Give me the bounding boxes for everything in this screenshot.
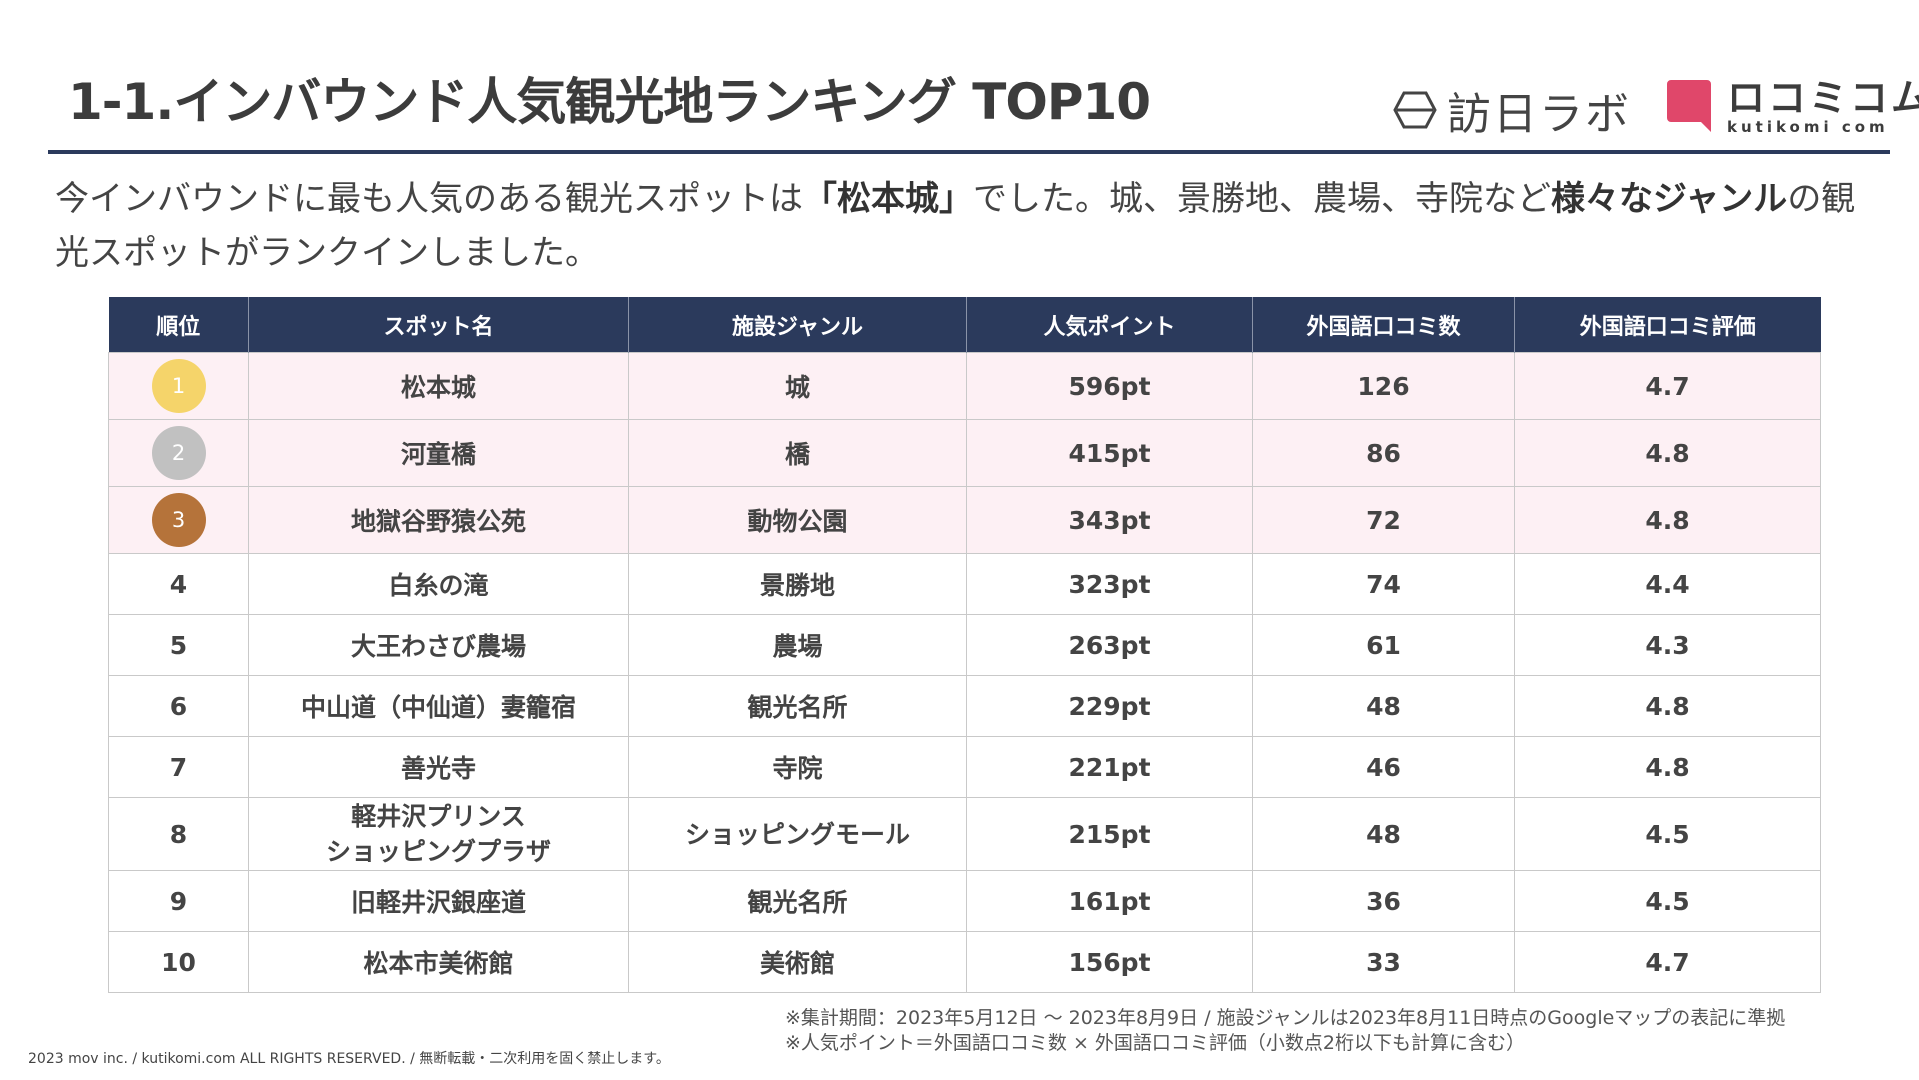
rating: 4.8 (1514, 486, 1821, 554)
rank: 4 (108, 553, 249, 615)
houjin-labo-logo: 訪日ラボ (1393, 78, 1631, 142)
review-count: 74 (1252, 553, 1515, 615)
review-count: 126 (1252, 352, 1515, 420)
header-rating: 外国語口コミ評価 (1514, 297, 1821, 353)
header-points: 人気ポイント (966, 297, 1253, 353)
table-row: 5 大王わさび農場 農場 263pt 61 4.3 (108, 614, 1821, 676)
points: 415pt (966, 419, 1253, 487)
table-row: 7 善光寺 寺院 221pt 46 4.8 (108, 736, 1821, 798)
points: 215pt (966, 797, 1253, 871)
intro-text: 今インバウンドに最も人気のある観光スポットは「松本城」でした。城、景勝地、農場、… (55, 172, 1885, 280)
rating: 4.7 (1514, 352, 1821, 420)
logo2-text: ロコミコム (1727, 76, 1919, 120)
rank: 10 (108, 931, 249, 993)
silver-medal-badge: 2 (151, 426, 206, 480)
title-divider (48, 150, 1890, 154)
genre: 橋 (628, 419, 967, 487)
spot-name: 大王わさび農場 (248, 614, 629, 676)
points: 323pt (966, 553, 1253, 615)
points: 221pt (966, 736, 1253, 798)
points: 229pt (966, 675, 1253, 737)
genre: 観光名所 (628, 870, 967, 932)
header-genre: 施設ジャンル (628, 297, 967, 353)
points: 263pt (966, 614, 1253, 676)
table-row: 2 河童橋 橋 415pt 86 4.8 (108, 419, 1821, 487)
spot-name: 中山道（中仙道）妻籠宿 (248, 675, 629, 737)
note-period: ※集計期間：2023年5月12日 〜 2023年8月9日 / 施設ジャンルは20… (785, 1007, 1786, 1029)
spot-name: 地獄谷野猿公苑 (248, 486, 629, 554)
header-reviews: 外国語口コミ数 (1252, 297, 1515, 353)
review-count: 36 (1252, 870, 1515, 932)
intro-part2: でした。城、景勝地、農場、寺院など (973, 179, 1551, 219)
header-rank: 順位 (108, 297, 249, 353)
points: 596pt (966, 352, 1253, 420)
hexagon-logo-icon (1393, 91, 1437, 129)
spot-name: 白糸の滝 (248, 553, 629, 615)
review-count: 46 (1252, 736, 1515, 798)
review-count: 48 (1252, 675, 1515, 737)
rating: 4.4 (1514, 553, 1821, 615)
review-count: 72 (1252, 486, 1515, 554)
table-row: 4 白糸の滝 景勝地 323pt 74 4.4 (108, 553, 1821, 615)
gold-medal-badge: 1 (151, 359, 206, 413)
rank: 7 (108, 736, 249, 798)
genre: ショッピングモール (628, 797, 967, 871)
rating: 4.8 (1514, 419, 1821, 487)
note-formula: ※人気ポイント＝外国語口コミ数 × 外国語口コミ評価（小数点2桁以下も計算に含む… (785, 1032, 1526, 1054)
genre: 城 (628, 352, 967, 420)
spot-name: 松本市美術館 (248, 931, 629, 993)
logo2-subtext: kutikomi com (1727, 118, 1889, 136)
spot-name: 松本城 (248, 352, 629, 420)
genre: 美術館 (628, 931, 967, 993)
logo1-text: 訪日ラボ (1447, 89, 1631, 140)
rating: 4.5 (1514, 797, 1821, 871)
spot-name: 善光寺 (248, 736, 629, 798)
rating: 4.5 (1514, 870, 1821, 932)
spot-name: 旧軽井沢銀座道 (248, 870, 629, 932)
spot-name-line2: ショッピングプラザ (325, 837, 551, 866)
table-row: 9 旧軽井沢銀座道 観光名所 161pt 36 4.5 (108, 870, 1821, 932)
table-row: 6 中山道（中仙道）妻籠宿 観光名所 229pt 48 4.8 (108, 675, 1821, 737)
table-row: 8 軽井沢プリンス ショッピングプラザ ショッピングモール 215pt 48 4… (108, 797, 1821, 871)
review-count: 33 (1252, 931, 1515, 993)
points: 156pt (966, 931, 1253, 993)
speech-bubble-logo-icon (1667, 80, 1711, 132)
rating: 4.7 (1514, 931, 1821, 993)
rating: 4.8 (1514, 675, 1821, 737)
intro-part3: の観光スポットがランクインしました。 (55, 179, 1856, 273)
review-count: 86 (1252, 419, 1515, 487)
rank: 9 (108, 870, 249, 932)
ranking-table: 順位 スポット名 施設ジャンル 人気ポイント 外国語口コミ数 外国語口コミ評価 … (108, 297, 1821, 993)
intro-highlight-matsumoto: 「松本城」 (803, 179, 973, 219)
table-header-row: 順位 スポット名 施設ジャンル 人気ポイント 外国語口コミ数 外国語口コミ評価 (108, 297, 1821, 353)
genre: 寺院 (628, 736, 967, 798)
copyright-footer: 2023 mov inc. / kutikomi.com ALL RIGHTS … (28, 1051, 670, 1067)
bronze-medal-badge: 3 (151, 493, 206, 547)
rank: 6 (108, 675, 249, 737)
intro-part1: 今インバウンドに最も人気のある観光スポットは (55, 179, 803, 219)
review-count: 48 (1252, 797, 1515, 871)
table-row: 3 地獄谷野猿公苑 動物公園 343pt 72 4.8 (108, 486, 1821, 554)
genre: 農場 (628, 614, 967, 676)
spot-name-line1: 軽井沢プリンス (351, 802, 526, 831)
genre: 景勝地 (628, 553, 967, 615)
points: 161pt (966, 870, 1253, 932)
genre: 動物公園 (628, 486, 967, 554)
rating: 4.3 (1514, 614, 1821, 676)
spot-name: 河童橋 (248, 419, 629, 487)
rank: 5 (108, 614, 249, 676)
points: 343pt (966, 486, 1253, 554)
rating: 4.8 (1514, 736, 1821, 798)
review-count: 61 (1252, 614, 1515, 676)
page-title: 1-1.インバウンド人気観光地ランキング TOP10 (68, 73, 1151, 131)
kutikomi-logo: ロコミコム kutikomi com (1665, 78, 1919, 136)
header-spot: スポット名 (248, 297, 629, 353)
spot-name: 軽井沢プリンス ショッピングプラザ (248, 797, 629, 871)
genre: 観光名所 (628, 675, 967, 737)
table-row: 10 松本市美術館 美術館 156pt 33 4.7 (108, 931, 1821, 993)
intro-highlight-genre: 様々なジャンル (1551, 179, 1788, 219)
table-row: 1 松本城 城 596pt 126 4.7 (108, 352, 1821, 420)
rank: 8 (108, 797, 249, 871)
